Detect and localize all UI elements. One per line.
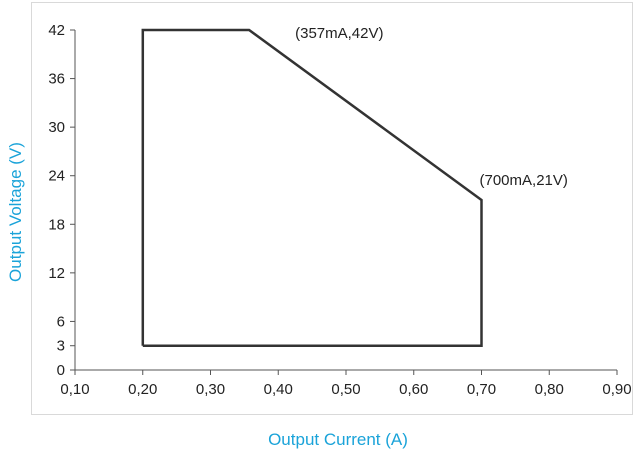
point-annotation: (357mA,42V) bbox=[295, 25, 383, 42]
point-annotation: (700mA,21V) bbox=[480, 172, 568, 189]
operating-area-outline bbox=[141, 28, 483, 347]
chart-frame bbox=[31, 2, 633, 415]
y-axis-title: Output Voltage (V) bbox=[6, 142, 25, 282]
y-tick-label: 18 bbox=[48, 216, 65, 233]
y-tick-label: 6 bbox=[57, 313, 65, 330]
x-tick-label: 0,40 bbox=[264, 381, 293, 398]
y-tick-label: 42 bbox=[48, 22, 65, 39]
y-tick-label: 3 bbox=[57, 338, 65, 355]
y-tick-label: 12 bbox=[48, 265, 65, 282]
y-tick-label: 36 bbox=[48, 71, 65, 88]
x-tick-label: 0,30 bbox=[196, 381, 225, 398]
y-tick-label: 30 bbox=[48, 119, 65, 136]
x-axis-title: Output Current (A) bbox=[268, 430, 408, 449]
x-tick-label: 0,10 bbox=[60, 381, 89, 398]
x-tick-label: 0,80 bbox=[535, 381, 564, 398]
x-tick-label: 0,70 bbox=[467, 381, 496, 398]
y-tick-label: 24 bbox=[48, 168, 65, 185]
x-tick-label: 0,60 bbox=[399, 381, 428, 398]
y-tick-label: 0 bbox=[57, 362, 65, 379]
x-tick-label: 0,20 bbox=[128, 381, 157, 398]
x-tick-label: 0,90 bbox=[602, 381, 631, 398]
x-tick-label: 0,50 bbox=[331, 381, 360, 398]
